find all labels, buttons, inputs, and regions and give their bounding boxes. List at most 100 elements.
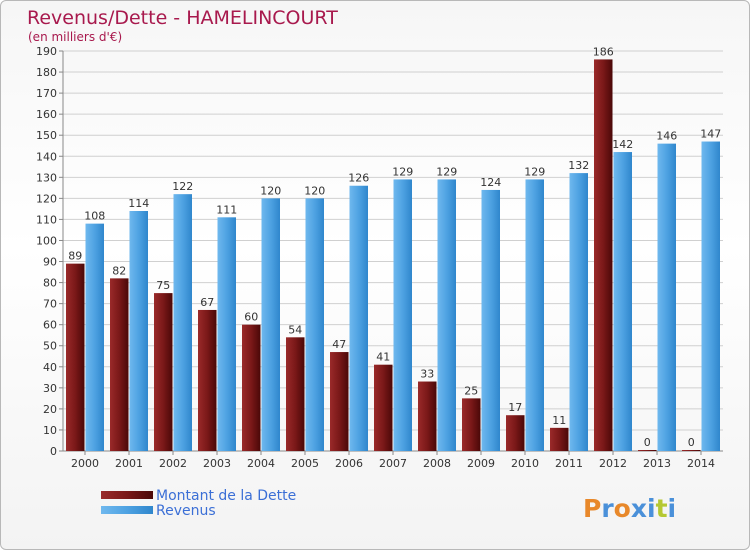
value-label-debt: 11 <box>552 414 566 427</box>
value-label-debt: 67 <box>200 296 214 309</box>
value-label-revenus: 108 <box>84 210 105 223</box>
bar-debt-2014 <box>682 450 701 451</box>
bar-debt-2002 <box>154 293 173 451</box>
bar-revenus-2014 <box>701 141 720 452</box>
y-tick-label: 50 <box>43 340 57 353</box>
bar-debt-2009 <box>462 398 481 451</box>
bar-revenus-2011 <box>569 173 588 451</box>
logo-letter: o <box>614 494 631 523</box>
y-tick-label: 150 <box>36 129 57 142</box>
value-label-revenus: 122 <box>172 180 193 193</box>
bar-revenus-2005 <box>305 198 324 451</box>
bar-debt-2008 <box>418 381 437 451</box>
x-tick-label: 2002 <box>159 457 187 470</box>
x-tick-label: 2014 <box>687 457 715 470</box>
value-label-debt: 33 <box>420 368 434 381</box>
value-label-debt: 186 <box>593 45 614 58</box>
bar-revenus-2001 <box>129 211 148 451</box>
y-tick-label: 90 <box>43 256 57 269</box>
y-tick-label: 60 <box>43 319 57 332</box>
y-tick-label: 190 <box>36 45 57 58</box>
proxiti-logo: Proxiti <box>583 494 676 523</box>
value-label-revenus: 120 <box>304 184 325 197</box>
value-label-debt: 41 <box>376 351 390 364</box>
bar-revenus-2013 <box>657 143 676 451</box>
y-tick-label: 170 <box>36 87 57 100</box>
bar-revenus-2012 <box>613 152 632 452</box>
bar-debt-2004 <box>242 324 261 451</box>
x-tick-label: 2000 <box>71 457 99 470</box>
value-label-revenus: 129 <box>524 165 545 178</box>
value-label-revenus: 142 <box>612 138 633 151</box>
legend: Montant de la Dette Revenus <box>101 488 296 519</box>
legend-label-revenus: Revenus <box>156 503 216 519</box>
y-tick-label: 20 <box>43 403 57 416</box>
bar-revenus-2002 <box>173 194 192 451</box>
y-tick-label: 10 <box>43 424 57 437</box>
x-axis: 2000 2001 2002 2003 2004 2005 2006 2007 2008 2009… <box>71 451 715 470</box>
legend-label-debt: Montant de la Dette <box>156 488 296 504</box>
value-label-revenus: 124 <box>480 176 501 189</box>
logo-letter: x <box>631 494 647 523</box>
x-tick-label: 2004 <box>247 457 275 470</box>
y-tick-label: 140 <box>36 150 57 163</box>
y-tick-label: 0 <box>50 445 57 458</box>
value-label-debt: 75 <box>156 279 170 292</box>
y-tick-label: 40 <box>43 361 57 374</box>
value-label-revenus: 146 <box>656 130 677 143</box>
bar-revenus-2008 <box>437 179 456 451</box>
x-tick-label: 2013 <box>643 457 671 470</box>
x-tick-label: 2001 <box>115 457 143 470</box>
y-tick-label: 180 <box>36 66 57 79</box>
x-tick-label: 2010 <box>511 457 539 470</box>
logo-letter: P <box>583 494 601 523</box>
legend-swatch-debt <box>101 491 153 499</box>
bar-debt-2005 <box>286 337 305 451</box>
x-tick-label: 2005 <box>291 457 319 470</box>
bar-revenus-2007 <box>393 179 412 451</box>
x-tick-label: 2008 <box>423 457 451 470</box>
value-label-debt: 54 <box>288 323 302 336</box>
x-tick-label: 2009 <box>467 457 495 470</box>
value-label-debt: 17 <box>508 401 522 414</box>
bar-revenus-2004 <box>261 198 280 451</box>
bar-debt-2001 <box>110 278 129 451</box>
gridlines <box>63 50 723 452</box>
logo-letter: i <box>647 494 656 523</box>
value-label-revenus: 120 <box>260 184 281 197</box>
value-label-debt: 0 <box>688 436 695 449</box>
x-tick-label: 2006 <box>335 457 363 470</box>
value-label-debt: 0 <box>644 436 651 449</box>
value-label-revenus: 129 <box>392 165 413 178</box>
value-label-revenus: 126 <box>348 172 369 185</box>
bar-revenus-2010 <box>525 179 544 451</box>
value-label-revenus: 114 <box>128 197 149 210</box>
value-label-revenus: 129 <box>436 165 457 178</box>
bar-revenus-2000 <box>85 223 104 451</box>
value-label-revenus: 147 <box>700 128 721 141</box>
bars: 89 108 82 114 75 122 67 111 60 120 54 120 47 126 41 129… <box>66 45 721 452</box>
y-axis: 0102030405060708090100110120130140150160… <box>36 45 723 458</box>
y-tick-label: 130 <box>36 171 57 184</box>
bar-debt-2012 <box>594 59 613 451</box>
value-label-debt: 82 <box>112 264 126 277</box>
logo-letter: r <box>601 494 614 523</box>
value-label-revenus: 132 <box>568 159 589 172</box>
bar-debt-2003 <box>198 309 217 451</box>
legend-swatch-revenus <box>101 506 153 514</box>
y-tick-label: 100 <box>36 234 57 247</box>
y-tick-label: 70 <box>43 298 57 311</box>
bar-revenus-2003 <box>217 217 236 451</box>
bar-debt-2007 <box>374 364 393 451</box>
y-tick-label: 110 <box>36 213 57 226</box>
value-label-debt: 47 <box>332 338 346 351</box>
value-label-debt: 25 <box>464 384 478 397</box>
bar-debt-2006 <box>330 352 349 451</box>
chart-subtitle: (en milliers d'€) <box>28 30 122 44</box>
x-tick-label: 2007 <box>379 457 407 470</box>
logo-letter: t <box>656 494 668 523</box>
bar-debt-2011 <box>550 427 569 451</box>
x-tick-label: 2011 <box>555 457 583 470</box>
chart-title: Revenus/Dette - HAMELINCOURT <box>27 7 338 29</box>
